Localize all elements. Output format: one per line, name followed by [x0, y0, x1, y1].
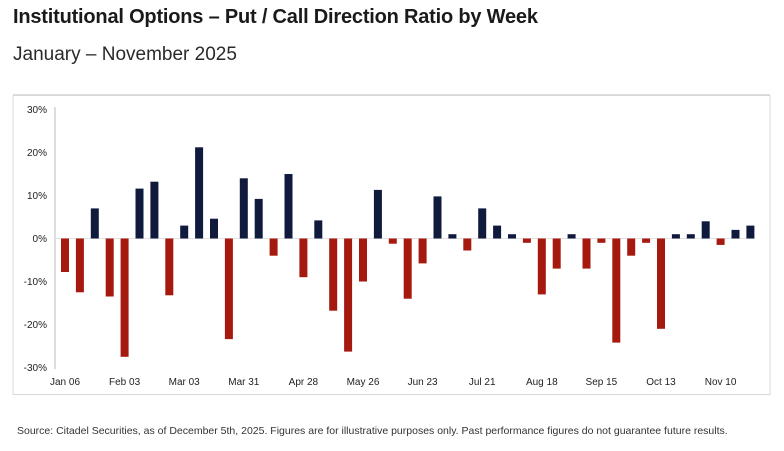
- chart-frame: [12, 95, 771, 395]
- y-tick-label: 20%: [27, 148, 47, 159]
- bar: [75, 238, 84, 293]
- bar: [686, 234, 695, 239]
- bar: [61, 238, 69, 272]
- bar: [522, 238, 531, 243]
- bar: [299, 238, 308, 278]
- bar: [433, 196, 442, 239]
- bar: [373, 189, 382, 239]
- y-tick-label: 0%: [33, 234, 48, 245]
- x-tick-label: Jun 23: [408, 377, 438, 388]
- y-tick-label: -20%: [24, 320, 47, 331]
- bar: [195, 147, 204, 239]
- x-tick-label: May 26: [347, 377, 380, 388]
- bar: [388, 238, 397, 244]
- x-tick-label: Oct 13: [646, 377, 676, 388]
- bar: [120, 238, 129, 357]
- bar: [359, 238, 367, 282]
- bar: [269, 238, 278, 256]
- bar: [403, 238, 412, 299]
- bar: [701, 221, 710, 239]
- bar-chart: 30% 20% 10% 0% -10% -20% -30% Jan 06 Feb 03 Mar …: [12, 95, 771, 395]
- bar: [567, 234, 576, 239]
- bar: [284, 174, 293, 239]
- bar: [582, 238, 591, 269]
- bar: [716, 238, 725, 245]
- x-tick-label: Nov 10: [705, 377, 737, 388]
- x-tick-label: Aug 18: [526, 377, 558, 388]
- chart-title: Institutional Options – Put / Call Direc…: [13, 6, 538, 28]
- header-divider: [13, 94, 770, 95]
- x-axis-ticks: Jan 06 Feb 03 Mar 03 Mar 31 Apr 28 May 26 Jun …: [50, 377, 737, 388]
- bar: [478, 208, 487, 239]
- bar: [612, 238, 621, 343]
- bar: [254, 198, 263, 239]
- bar: [657, 238, 665, 329]
- bar: [418, 238, 427, 264]
- bar: [448, 234, 457, 239]
- bar: [150, 181, 159, 239]
- bar: [746, 225, 755, 239]
- bar: [463, 238, 472, 251]
- bar: [537, 238, 546, 295]
- bar: [180, 225, 189, 239]
- y-tick-label: -10%: [24, 277, 47, 288]
- bar: [314, 220, 323, 239]
- bar: [165, 238, 174, 296]
- bar: [597, 238, 606, 243]
- y-tick-label: 30%: [27, 105, 47, 116]
- bar: [508, 234, 516, 239]
- x-tick-label: Mar 03: [169, 377, 201, 388]
- y-axis-ticks: 30% 20% 10% 0% -10% -20% -30%: [24, 105, 47, 374]
- bar: [642, 238, 651, 243]
- bar: [239, 178, 248, 239]
- bar: [329, 238, 338, 311]
- bar: [627, 238, 636, 256]
- x-tick-label: Sep 15: [586, 377, 618, 388]
- bar: [731, 229, 740, 239]
- bar: [135, 188, 144, 239]
- x-tick-label: Jul 21: [469, 377, 496, 388]
- chart-subtitle: January – November 2025: [13, 44, 237, 65]
- bar: [671, 234, 680, 239]
- source-note: Source: Citadel Securities, as of Decemb…: [17, 425, 728, 437]
- x-tick-label: Feb 03: [109, 377, 141, 388]
- bar: [90, 208, 99, 239]
- x-tick-label: Mar 31: [228, 377, 260, 388]
- y-tick-label: 10%: [27, 191, 47, 202]
- bar: [210, 218, 218, 239]
- y-tick-label: -30%: [24, 363, 47, 374]
- bar: [493, 225, 502, 239]
- x-tick-label: Jan 06: [50, 377, 80, 388]
- bar: [224, 238, 233, 340]
- bar: [344, 238, 353, 352]
- bar: [105, 238, 114, 297]
- x-tick-label: Apr 28: [289, 377, 319, 388]
- bar: [552, 238, 561, 269]
- bars-group: [61, 147, 755, 357]
